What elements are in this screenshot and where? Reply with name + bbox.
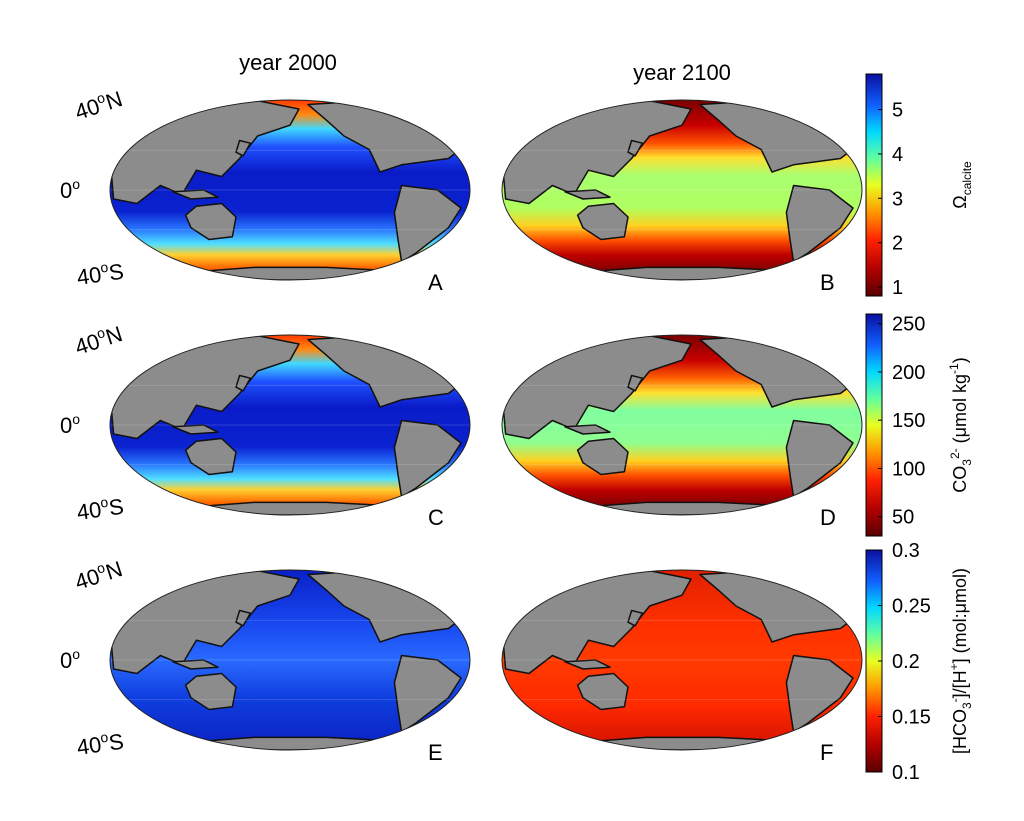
map-panel-d: D: [501, 334, 863, 530]
land-mass: [564, 424, 611, 435]
column-title-2100: year 2100: [633, 60, 731, 85]
colorbar-tick-label: 5: [892, 100, 903, 122]
latitude-label-40n: 40oN: [71, 554, 125, 595]
panel-letter: F: [820, 740, 833, 765]
colorbar-gradient: [865, 313, 883, 537]
panel-letter: A: [428, 270, 443, 295]
land-mass: [172, 424, 219, 435]
colorbar-label: [HCO3-]/[H+] (mol:μmol): [947, 568, 974, 754]
latitude-label-equator: 0o: [60, 646, 80, 673]
colorbar-tick-label: 50: [892, 507, 914, 529]
colorbar-tick-label: 3: [892, 188, 903, 210]
colorbar-tick-label: 150: [892, 410, 925, 432]
map-panels: A 40oN 0o 40oS B C 40oN 0o 40oS D E 40oN 0o 40oS F: [60, 84, 863, 765]
colorbar-tick-label: 0.1: [892, 762, 920, 784]
map-panel-f: F: [501, 569, 863, 765]
land-mass: [785, 654, 854, 733]
panel-letter: E: [428, 740, 443, 765]
colorbars: 5 4 3 2 1 Ωcalcite 250 200 150 100 50 CO32- (μmol k…: [865, 73, 974, 784]
colorbar-1: 5 4 3 2 1 Ωcalcite: [865, 73, 974, 299]
colorbar-tick-label: 1: [892, 277, 903, 299]
map-outline: [501, 334, 863, 516]
latitude-label-40s: 40oS: [75, 257, 125, 290]
colorbar-tick-label: 4: [892, 144, 903, 166]
colorbar-tick-label: 0.15: [892, 707, 931, 729]
colorbar-tick-label: 0.2: [892, 651, 920, 673]
panel-letter: B: [820, 270, 835, 295]
land-mass: [393, 184, 462, 263]
colorbar-2: 250 200 150 100 50 CO32- (μmol kg-1): [865, 313, 974, 537]
land-mass: [235, 609, 252, 627]
map-panel-b: B: [501, 99, 863, 295]
land-mass: [576, 437, 629, 476]
latitude-label-40s: 40oS: [75, 727, 125, 760]
map-outline: [109, 569, 471, 751]
latitude-label-equator: 0o: [60, 411, 80, 438]
land-mass: [235, 139, 252, 157]
map-outline: [109, 334, 471, 516]
land-mass: [184, 672, 237, 711]
map-panel-e: E 40oN 0o 40oS: [60, 554, 471, 765]
panel-letter: D: [820, 505, 836, 530]
land-mass: [627, 139, 644, 157]
colorbar-label: CO32- (μmol kg-1): [947, 357, 974, 492]
land-mass: [785, 184, 854, 263]
colorbar-3: 0.3 0.25 0.2 0.15 0.1 [HCO3-]/[H+] (mol:μmol): [865, 540, 974, 784]
latitude-label-40n: 40oN: [71, 84, 125, 125]
latitude-label-equator: 0o: [60, 176, 80, 203]
latitude-label-40n: 40oN: [71, 319, 125, 360]
land-mass: [564, 189, 611, 200]
colorbar-tick-label: 2: [892, 233, 903, 255]
map-outline: [501, 99, 863, 281]
colorbar-tick-label: 0.3: [892, 540, 920, 562]
land-mass: [576, 202, 629, 241]
panel-letter: C: [428, 505, 444, 530]
map-panel-c: C 40oN 0o 40oS: [60, 319, 471, 530]
land-mass: [184, 202, 237, 241]
colorbar-tick-label: 250: [892, 314, 925, 336]
colorbar-tick-label: 100: [892, 458, 925, 480]
map-outline: [109, 99, 471, 281]
colorbar-tick-label: 200: [892, 362, 925, 384]
land-mass: [393, 419, 462, 498]
land-mass: [184, 437, 237, 476]
colorbar-tick-label: 0.25: [892, 596, 931, 618]
colorbar-gradient: [865, 73, 883, 297]
land-mass: [627, 609, 644, 627]
map-outline: [501, 569, 863, 751]
map-panel-a: A 40oN 0o 40oS: [60, 84, 471, 295]
colorbar-label: Ωcalcite: [950, 161, 974, 209]
land-mass: [172, 189, 219, 200]
land-mass: [393, 654, 462, 733]
land-mass: [172, 659, 219, 670]
column-title-2000: year 2000: [239, 50, 337, 75]
land-mass: [785, 419, 854, 498]
land-mass: [235, 374, 252, 392]
land-mass: [564, 659, 611, 670]
land-mass: [576, 672, 629, 711]
land-masses: [502, 570, 860, 750]
land-mass: [627, 374, 644, 392]
latitude-label-40s: 40oS: [75, 492, 125, 525]
